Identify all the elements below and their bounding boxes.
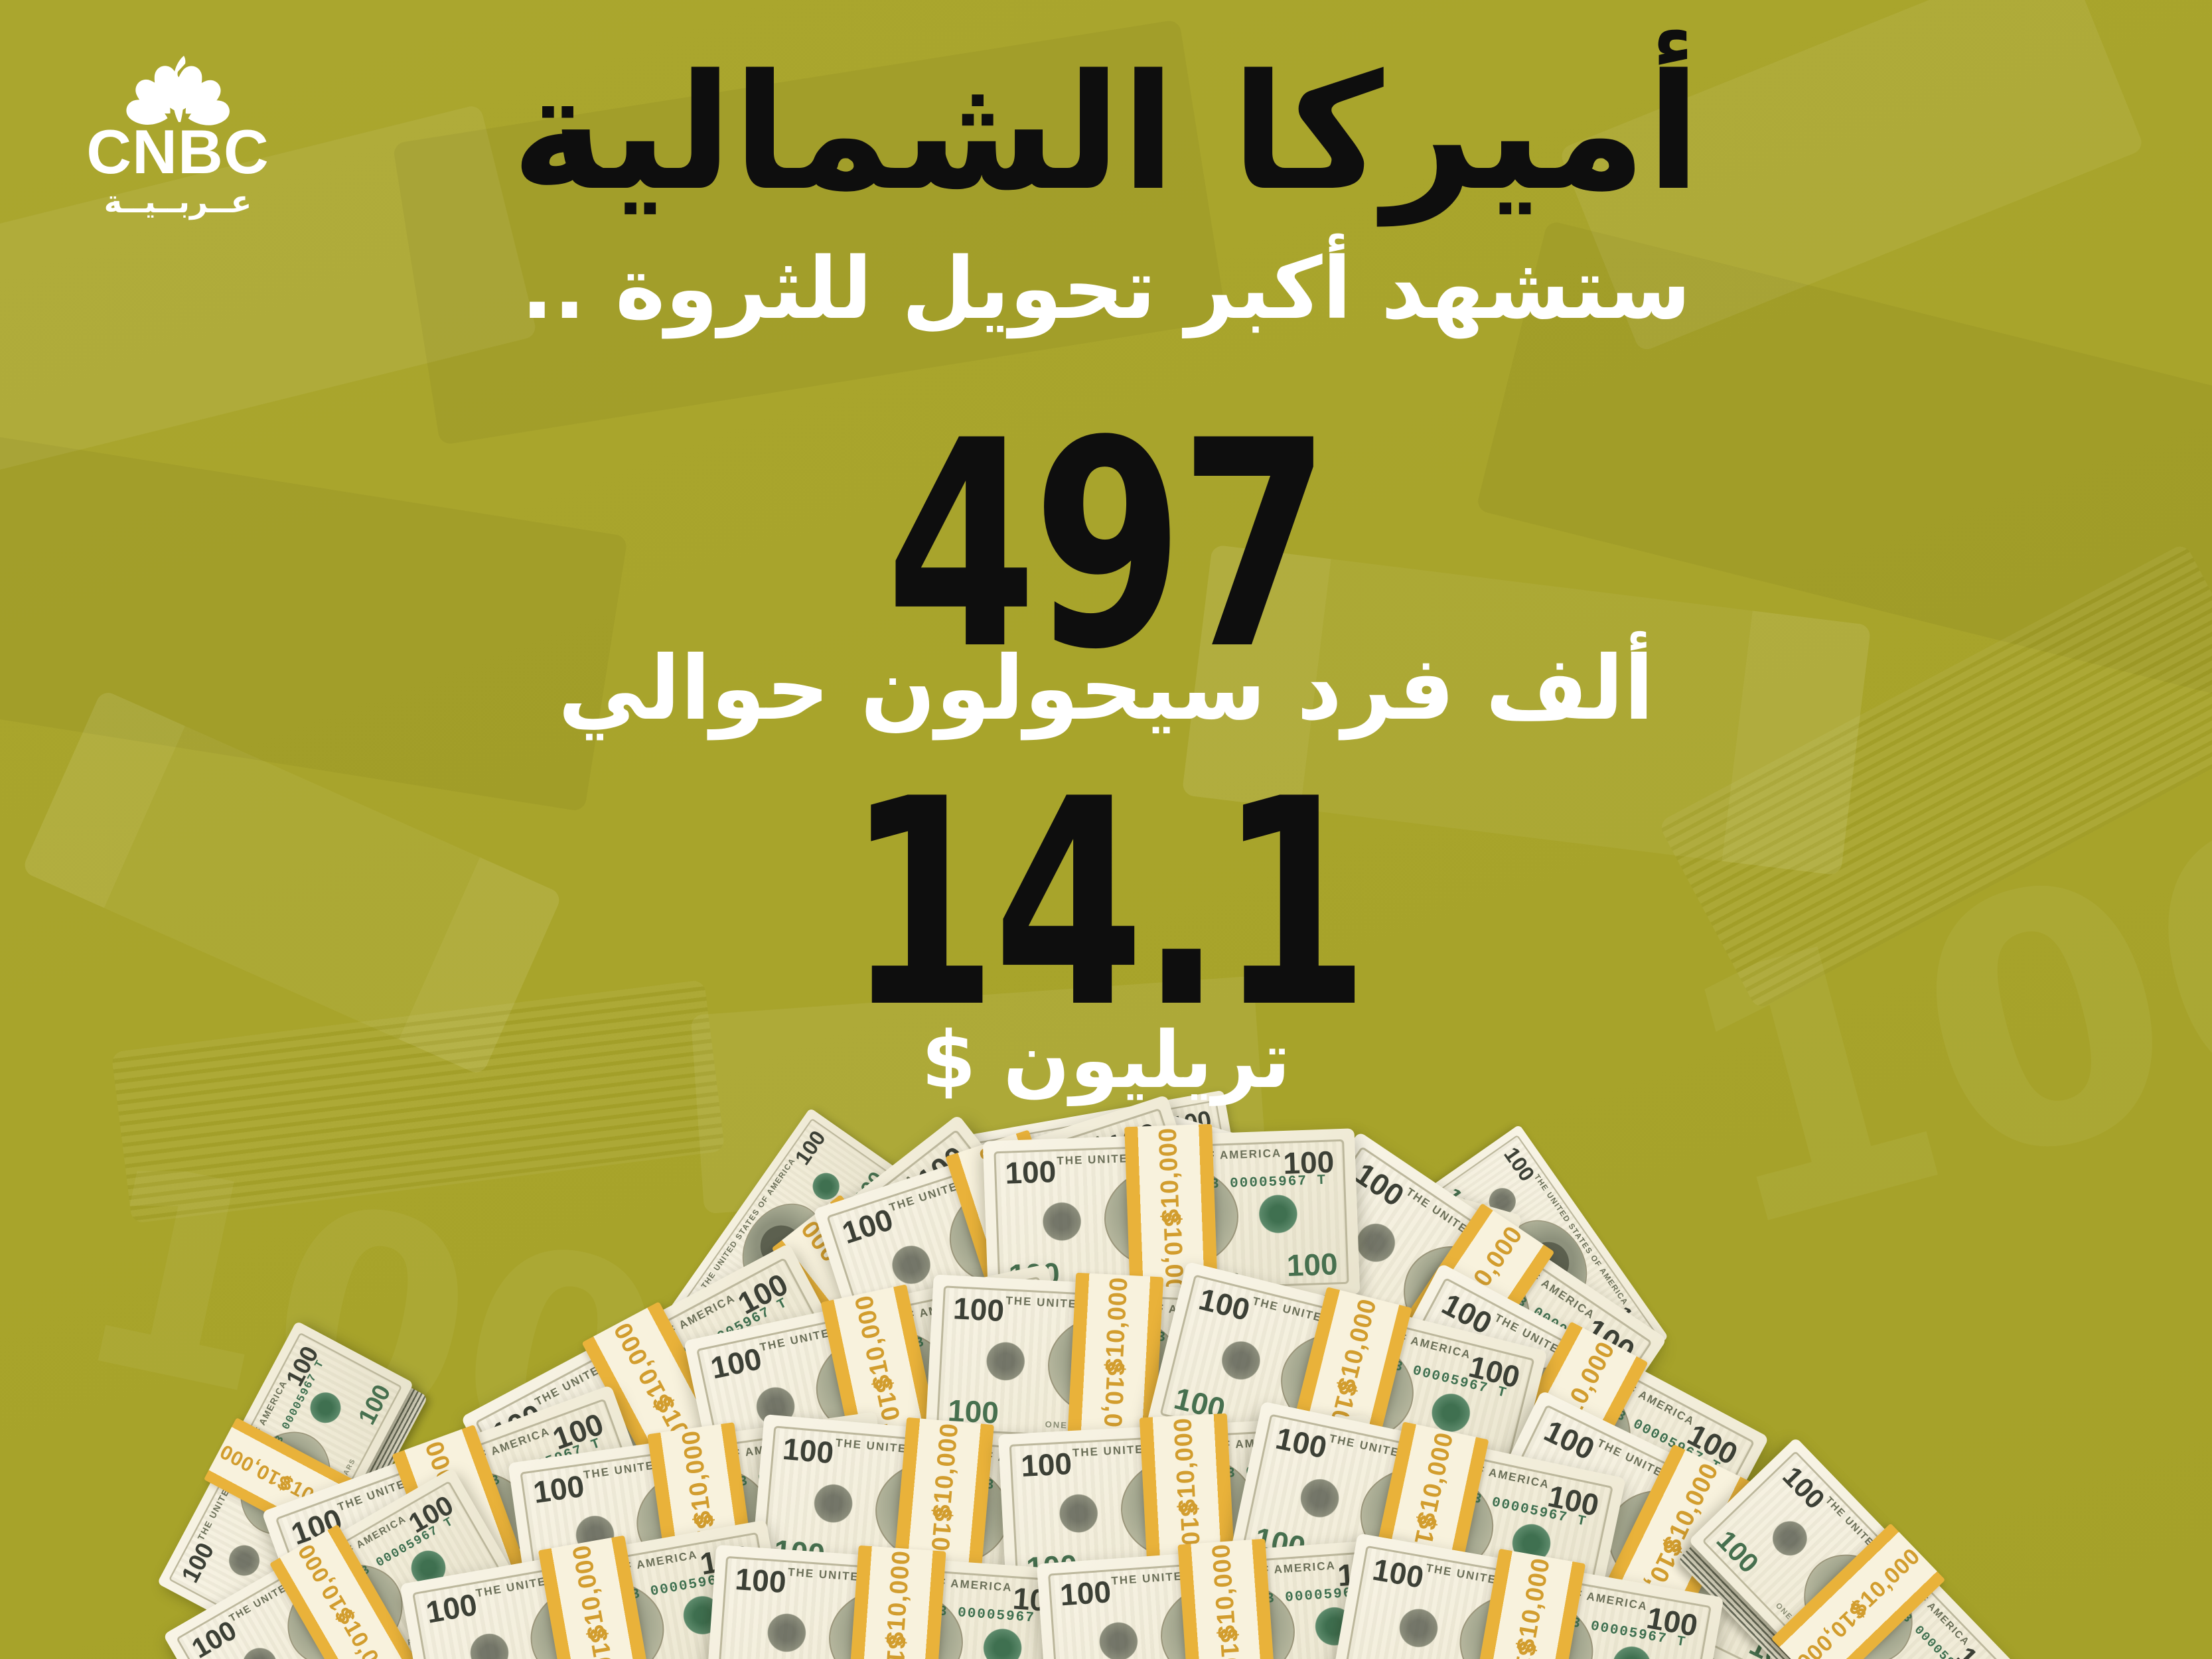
bill-denomination: 100 (734, 1561, 788, 1600)
band-label: $10,000 (582, 1626, 627, 1659)
stat-count-value: 497 (0, 403, 2212, 689)
headline: أميركا الشمالية (511, 40, 1701, 226)
bill-denomination: 100 (1004, 1154, 1057, 1190)
stat-count-label: ألف فرد سيحولون حوالي (557, 638, 1655, 740)
cnbc-arabia-logo: CNBC عــربــيــة (78, 29, 277, 220)
band-label: $10,000 (881, 1549, 916, 1647)
band-label: $10,000 (1100, 1275, 1134, 1374)
band-label: $10,000 (927, 1421, 964, 1520)
bill-denomination: 100 (423, 1587, 480, 1630)
bill-denomination: 100 (781, 1431, 836, 1471)
bill-denomination: 100 (1020, 1446, 1073, 1484)
peacock-icon (126, 56, 230, 125)
band-label: $10,000 (1207, 1542, 1242, 1640)
bill-denomination: 100 (1370, 1551, 1427, 1595)
stat-amount-digits: 14.1 (846, 739, 1370, 1070)
bill-denomination: 100 (531, 1468, 587, 1510)
band-label: $10,000 (1213, 1627, 1248, 1659)
subheadline: ستشهد أكبر تحويل للثروة .. (521, 240, 1691, 338)
currency-band: $10,000 $10,000 (1177, 1538, 1278, 1659)
stat-amount-value: 14.1 (0, 762, 2212, 1047)
logo-arabic-wordmark: عــربــيــة (104, 184, 252, 220)
logo-wordmark: CNBC (86, 117, 269, 186)
bill-denomination: 100 (1286, 1246, 1339, 1283)
band-label: $10,000 (1153, 1127, 1185, 1224)
currency-band: $10,000 $10,000 (846, 1545, 946, 1659)
band-label: $10,000 (332, 1605, 398, 1659)
band-label: $10,000 (875, 1634, 911, 1659)
bill-denomination: 100 (952, 1291, 1005, 1329)
stat-count-digits: 497 (885, 380, 1331, 712)
bill-denomination: 100 (1059, 1574, 1112, 1613)
band-label: $10,000 (1169, 1416, 1202, 1514)
stat-amount-unit: تريليون $ (921, 1014, 1291, 1106)
